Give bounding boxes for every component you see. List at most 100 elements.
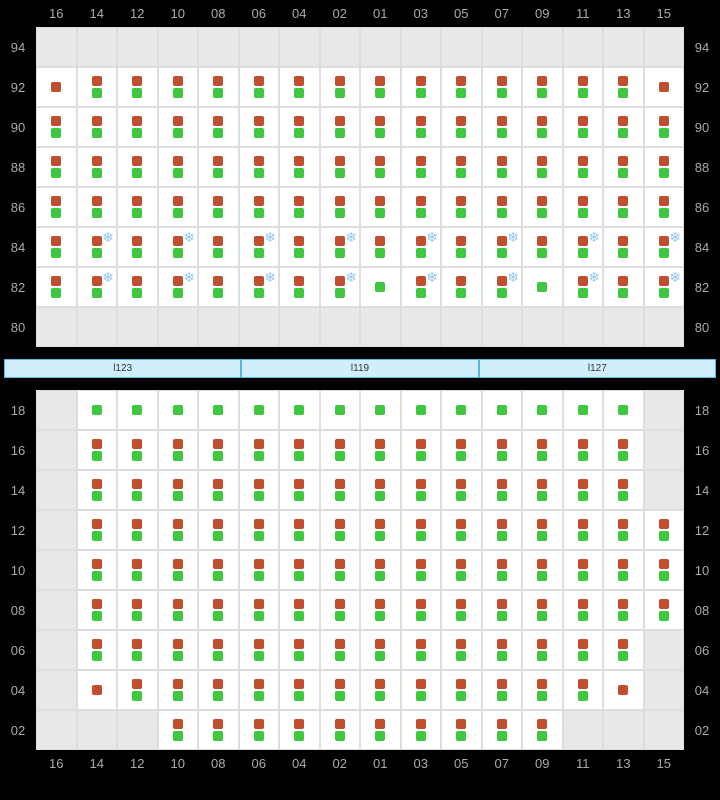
cell[interactable] bbox=[77, 470, 118, 510]
cell[interactable]: ❄ bbox=[482, 267, 523, 307]
cell[interactable] bbox=[77, 590, 118, 630]
cell[interactable] bbox=[279, 590, 320, 630]
cell[interactable] bbox=[522, 470, 563, 510]
cell[interactable] bbox=[401, 670, 442, 710]
cell[interactable] bbox=[320, 430, 361, 470]
cell[interactable] bbox=[603, 670, 644, 710]
cell[interactable] bbox=[320, 630, 361, 670]
cell[interactable] bbox=[77, 550, 118, 590]
cell[interactable] bbox=[563, 67, 604, 107]
cell[interactable] bbox=[198, 227, 239, 267]
cell[interactable] bbox=[360, 630, 401, 670]
cell[interactable] bbox=[239, 510, 280, 550]
cell[interactable] bbox=[603, 267, 644, 307]
cell[interactable] bbox=[158, 710, 199, 750]
cell[interactable] bbox=[603, 107, 644, 147]
cell[interactable] bbox=[441, 390, 482, 430]
cell[interactable] bbox=[279, 147, 320, 187]
cell[interactable] bbox=[77, 107, 118, 147]
cell[interactable] bbox=[441, 147, 482, 187]
cell[interactable] bbox=[482, 510, 523, 550]
cell[interactable] bbox=[198, 430, 239, 470]
cell[interactable] bbox=[563, 510, 604, 550]
cell[interactable] bbox=[239, 630, 280, 670]
cell[interactable] bbox=[117, 267, 158, 307]
cell[interactable] bbox=[522, 510, 563, 550]
cell[interactable] bbox=[198, 147, 239, 187]
cell[interactable] bbox=[279, 470, 320, 510]
cell[interactable] bbox=[198, 67, 239, 107]
cell[interactable] bbox=[320, 107, 361, 147]
cell[interactable] bbox=[360, 107, 401, 147]
cell[interactable] bbox=[401, 510, 442, 550]
cell[interactable]: ❄ bbox=[320, 227, 361, 267]
cell[interactable] bbox=[36, 267, 77, 307]
cell[interactable] bbox=[482, 67, 523, 107]
cell[interactable] bbox=[401, 550, 442, 590]
cell[interactable] bbox=[563, 107, 604, 147]
cell[interactable] bbox=[603, 430, 644, 470]
cell[interactable] bbox=[360, 147, 401, 187]
cell[interactable] bbox=[482, 147, 523, 187]
cell[interactable] bbox=[563, 147, 604, 187]
cell[interactable] bbox=[158, 470, 199, 510]
cell[interactable] bbox=[198, 550, 239, 590]
cell[interactable] bbox=[644, 107, 685, 147]
cell[interactable] bbox=[77, 670, 118, 710]
cell[interactable] bbox=[401, 430, 442, 470]
cell[interactable] bbox=[158, 430, 199, 470]
cell[interactable] bbox=[117, 430, 158, 470]
cell[interactable] bbox=[360, 430, 401, 470]
cell[interactable] bbox=[239, 710, 280, 750]
cell[interactable] bbox=[158, 550, 199, 590]
cell[interactable] bbox=[77, 430, 118, 470]
cell[interactable] bbox=[603, 390, 644, 430]
cell[interactable] bbox=[198, 267, 239, 307]
cell[interactable] bbox=[117, 510, 158, 550]
cell[interactable] bbox=[320, 550, 361, 590]
cell[interactable] bbox=[279, 267, 320, 307]
cell[interactable] bbox=[441, 710, 482, 750]
cell[interactable] bbox=[401, 710, 442, 750]
cell[interactable] bbox=[239, 187, 280, 227]
cell[interactable] bbox=[117, 187, 158, 227]
cell[interactable] bbox=[198, 710, 239, 750]
cell[interactable] bbox=[117, 470, 158, 510]
cell[interactable] bbox=[360, 267, 401, 307]
cell[interactable] bbox=[320, 147, 361, 187]
cell[interactable] bbox=[441, 227, 482, 267]
cell[interactable] bbox=[320, 510, 361, 550]
cell[interactable] bbox=[117, 670, 158, 710]
cell[interactable] bbox=[522, 670, 563, 710]
cell[interactable] bbox=[522, 67, 563, 107]
cell[interactable] bbox=[198, 670, 239, 710]
cell[interactable] bbox=[401, 470, 442, 510]
cell[interactable] bbox=[360, 510, 401, 550]
cell[interactable] bbox=[522, 550, 563, 590]
cell[interactable] bbox=[117, 147, 158, 187]
cell[interactable] bbox=[360, 710, 401, 750]
cell[interactable] bbox=[360, 227, 401, 267]
cell[interactable] bbox=[117, 590, 158, 630]
cell[interactable] bbox=[320, 470, 361, 510]
cell[interactable] bbox=[522, 227, 563, 267]
cell[interactable] bbox=[198, 510, 239, 550]
cell[interactable] bbox=[279, 107, 320, 147]
cell[interactable]: ❄ bbox=[644, 267, 685, 307]
cell[interactable] bbox=[401, 187, 442, 227]
cell[interactable] bbox=[279, 630, 320, 670]
cell[interactable] bbox=[117, 550, 158, 590]
cell[interactable] bbox=[482, 187, 523, 227]
cell[interactable] bbox=[77, 147, 118, 187]
cell[interactable] bbox=[603, 67, 644, 107]
cell[interactable] bbox=[239, 470, 280, 510]
cell[interactable] bbox=[441, 630, 482, 670]
cell[interactable]: ❄ bbox=[401, 227, 442, 267]
cell[interactable] bbox=[158, 670, 199, 710]
cell[interactable]: ❄ bbox=[158, 267, 199, 307]
cell[interactable] bbox=[563, 470, 604, 510]
cell[interactable] bbox=[117, 227, 158, 267]
cell[interactable] bbox=[563, 670, 604, 710]
cell[interactable] bbox=[644, 510, 685, 550]
cell[interactable] bbox=[239, 550, 280, 590]
